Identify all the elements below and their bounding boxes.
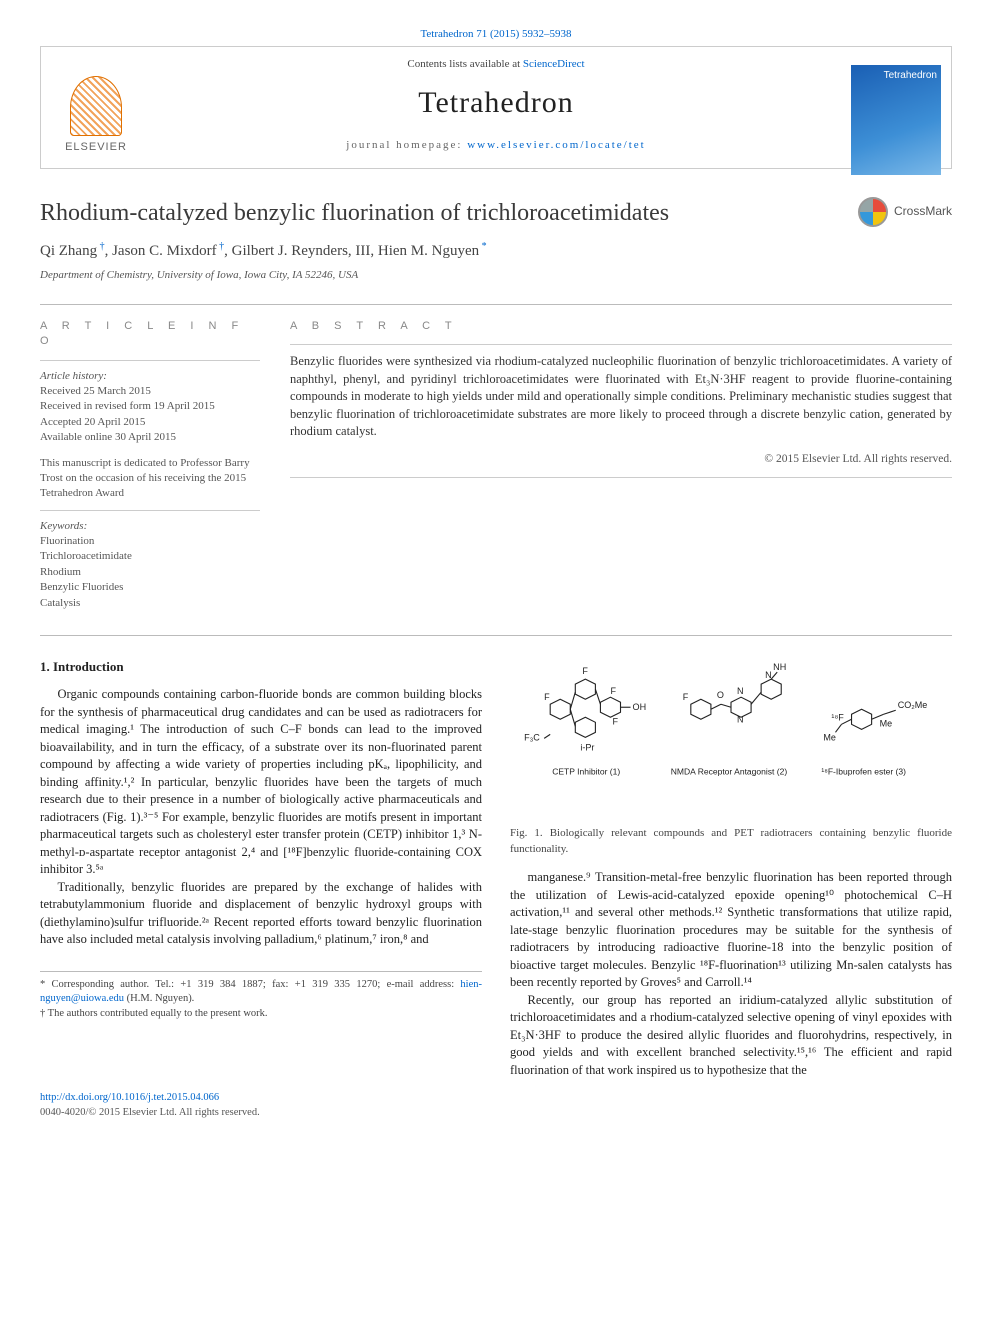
fig1-c3-Me1: Me (823, 732, 836, 742)
footnotes-block: * Corresponding author. Tel.: +1 319 384… (40, 971, 482, 1022)
article-info-column: A R T I C L E I N F O Article history: R… (40, 319, 260, 611)
abstract-copyright: © 2015 Elsevier Ltd. All rights reserved… (290, 451, 952, 467)
fig1-c2-N2: N (737, 714, 744, 724)
fig1-c3-Me2: Me (880, 718, 893, 728)
divider-2 (40, 635, 952, 636)
fig1-label-1: CETP Inhibitor (1) (552, 767, 620, 777)
history-label: Article history: (40, 370, 107, 382)
intro-heading: 1. Introduction (40, 658, 482, 676)
author-1: Qi Zhang (40, 243, 97, 259)
publisher-name: ELSEVIER (65, 140, 127, 155)
abstract-column: A B S T R A C T Benzylic fluorides were … (290, 319, 952, 611)
bottom-bar: http://dx.doi.org/10.1016/j.tet.2015.04.… (40, 1091, 952, 1120)
journal-cover-thumbnail: Tetrahedron (851, 65, 941, 175)
footnote-equal: † The authors contributed equally to the… (40, 1007, 482, 1022)
publisher-logo: ELSEVIER (51, 65, 141, 155)
history-online: Available online 30 April 2015 (40, 430, 260, 445)
fig1-c1-OH: OH (633, 702, 647, 712)
author-2-dagger: † (217, 241, 225, 252)
fig1-c1-F2: F (544, 692, 550, 702)
info-abstract-row: A R T I C L E I N F O Article history: R… (40, 319, 952, 611)
keyword-0: Fluorination (40, 534, 260, 549)
history-revised: Received in revised form 19 April 2015 (40, 399, 260, 414)
footnote-corr-text: * Corresponding author. Tel.: +1 319 384… (40, 979, 460, 990)
footnote-corresponding: * Corresponding author. Tel.: +1 319 384… (40, 978, 482, 1007)
compound-1: OH F F F₃C i-Pr F F (524, 666, 646, 752)
crossmark-icon (858, 197, 888, 227)
compound-3: Me ¹⁸F Me CO₂Me (823, 700, 927, 742)
cover-text: Tetrahedron (884, 70, 937, 81)
journal-banner: Tetrahedron 71 (2015) 5932–5938 ELSEVIER… (40, 46, 952, 169)
article-info-label: A R T I C L E I N F O (40, 319, 260, 350)
title-row: Rhodium-catalyzed benzylic fluorination … (40, 197, 952, 241)
intro-p3: manganese.⁹ Transition-metal-free benzyl… (510, 869, 952, 992)
author-1-dagger: † (97, 241, 105, 252)
keywords-label: Keywords: (40, 520, 87, 532)
figure-1-caption: Fig. 1. Biologically relevant compounds … (510, 826, 952, 857)
author-2: Jason C. Mixdorf (112, 243, 217, 259)
fig1-c1-iPr: i-Pr (580, 742, 594, 752)
fig1-c3-CO2Me: CO₂Me (898, 700, 928, 710)
fig1-c2-NH: NH (773, 662, 786, 672)
fig1-c1-F1: F (582, 666, 588, 676)
contents-line: Contents lists available at ScienceDirec… (161, 57, 831, 72)
homepage-link[interactable]: www.elsevier.com/locate/tet (467, 139, 646, 151)
fig1-c1-F4: F (610, 686, 616, 696)
keyword-3: Benzylic Fluorides (40, 580, 260, 595)
figure-1: OH F F F₃C i-Pr F F (510, 654, 952, 857)
abstract-text: Benzylic fluorides were synthesized via … (290, 353, 952, 441)
divider-1 (40, 304, 952, 305)
intro-p2: Traditionally, benzylic fluorides are pr… (40, 879, 482, 949)
fig1-c2-N1: N (737, 686, 744, 696)
history-accepted: Accepted 20 April 2015 (40, 415, 260, 430)
author-4-corr: * (479, 241, 487, 252)
affiliation: Department of Chemistry, University of I… (40, 268, 952, 283)
sciencedirect-link[interactable]: ScienceDirect (523, 58, 585, 70)
dedication: This manuscript is dedicated to Professo… (40, 456, 260, 502)
homepage-line: journal homepage: www.elsevier.com/locat… (161, 138, 831, 153)
fig1-c2-O: O (717, 690, 724, 700)
fig1-c1-F5: F (612, 716, 618, 726)
keyword-2: Rhodium (40, 565, 260, 580)
body-col-right: OH F F F₃C i-Pr F F (510, 650, 952, 1079)
intro-p4: Recently, our group has reported an irid… (510, 992, 952, 1080)
body-columns: 1. Introduction Organic compounds contai… (40, 650, 952, 1079)
homepage-prefix: journal homepage: (346, 139, 467, 151)
body-col-left: 1. Introduction Organic compounds contai… (40, 650, 482, 1079)
article-title: Rhodium-catalyzed benzylic fluorination … (40, 197, 858, 231)
history-received: Received 25 March 2015 (40, 384, 260, 399)
compound-2: F O N N NH N (683, 662, 786, 724)
abstract-label: A B S T R A C T (290, 319, 952, 334)
contents-prefix: Contents lists available at (407, 58, 522, 70)
footnote-corr-tail: (H.M. Nguyen). (124, 993, 194, 1004)
fig1-c2-F: F (683, 692, 689, 702)
author-3: Gilbert J. Reynders, III (232, 243, 371, 259)
figure-1-svg: OH F F F₃C i-Pr F F (510, 654, 952, 815)
fig1-c1-F3C: F₃C (524, 732, 540, 742)
author-4: Hien M. Nguyen (378, 243, 479, 259)
doi-link[interactable]: http://dx.doi.org/10.1016/j.tet.2015.04.… (40, 1092, 219, 1103)
fig1-label-3: ¹⁸F-Ibuprofen ester (3) (821, 767, 906, 777)
intro-p1: Organic compounds containing carbon-fluo… (40, 686, 482, 879)
crossmark-badge[interactable]: CrossMark (858, 197, 952, 227)
author-list: Qi Zhang †, Jason C. Mixdorf †, Gilbert … (40, 240, 952, 262)
journal-name: Tetrahedron (161, 82, 831, 124)
fig1-c2-N3: N (765, 670, 772, 680)
keyword-4: Catalysis (40, 596, 260, 611)
citation-line: Tetrahedron 71 (2015) 5932–5938 (41, 27, 951, 42)
issn-line: 0040-4020/© 2015 Elsevier Ltd. All right… (40, 1106, 952, 1121)
citation-link[interactable]: Tetrahedron 71 (2015) 5932–5938 (420, 28, 571, 40)
fig1-label-2: NMDA Receptor Antagonist (2) (671, 767, 788, 777)
crossmark-label: CrossMark (894, 203, 952, 220)
elsevier-tree-icon (70, 76, 122, 136)
fig1-c3-18F: ¹⁸F (831, 712, 844, 722)
keyword-1: Trichloroacetimidate (40, 549, 260, 564)
